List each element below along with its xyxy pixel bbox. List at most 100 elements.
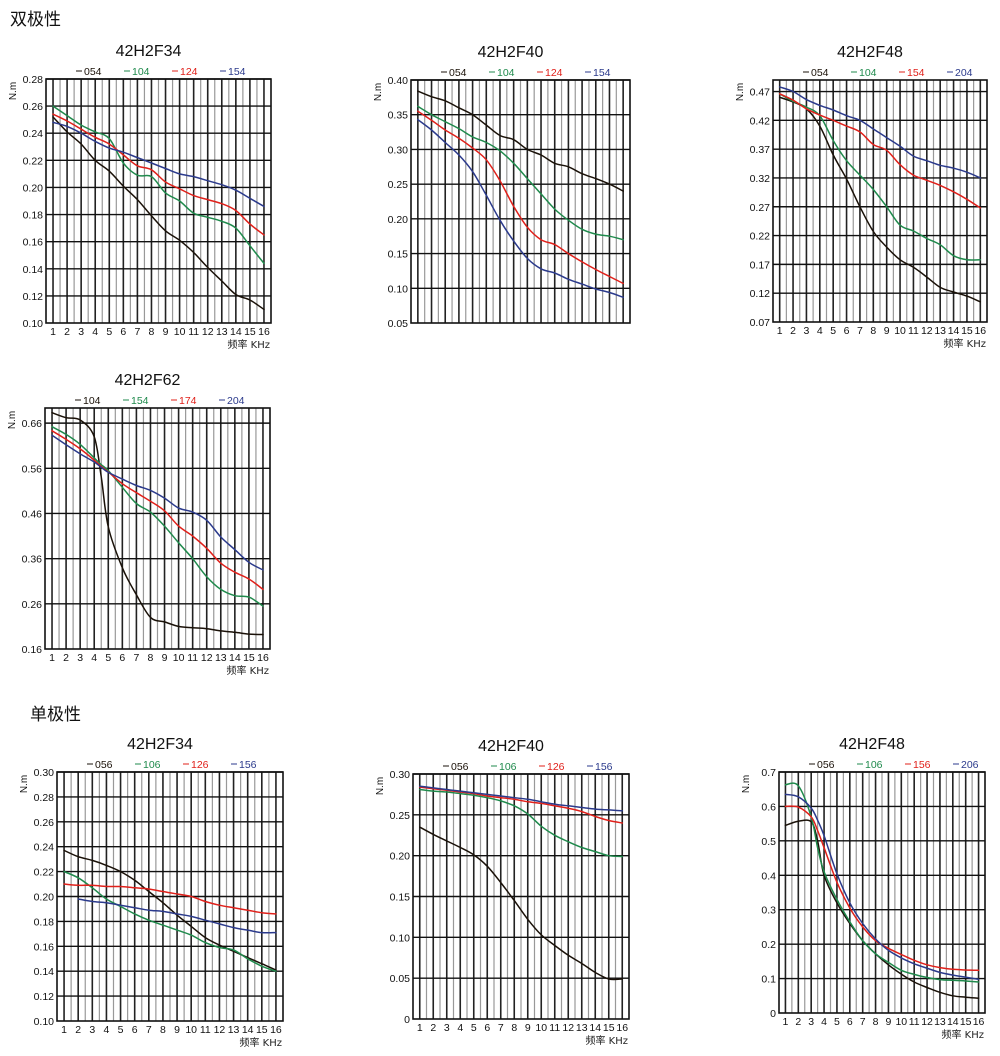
y-tick-label: 0.35: [388, 110, 409, 122]
y-tick-label: 0.22: [23, 155, 44, 167]
chart-title: 42H2F34: [116, 43, 182, 60]
x-tick-label: 2: [63, 652, 69, 664]
legend-item: 154: [123, 395, 149, 407]
x-axis-label: 频率 KHz: [585, 1034, 628, 1047]
y-tick-label: 0.6: [761, 801, 776, 813]
series-line-124: [417, 110, 624, 285]
y-tick-label: 0.18: [23, 210, 44, 222]
x-tick-label: 6: [132, 1024, 138, 1036]
legend-item: 204: [219, 395, 245, 407]
x-tick-label: 3: [808, 1016, 814, 1028]
legend-label: 104: [497, 67, 515, 79]
x-tick-label: 5: [830, 325, 836, 337]
y-tick-label: 0.17: [750, 259, 771, 271]
legend-item: 054: [441, 67, 467, 79]
legend-label: 204: [955, 67, 973, 79]
y-tick-label: 0.5: [761, 836, 776, 848]
x-tick-label: 16: [974, 325, 986, 337]
x-tick-label: 13: [216, 326, 228, 338]
x-tick-label: 16: [270, 1024, 282, 1036]
legend-item: 104: [489, 67, 515, 79]
legend-item: 154: [585, 67, 611, 79]
legend-item: 056: [87, 759, 113, 771]
legend-label: 156: [239, 759, 257, 771]
chart-title: 42H2F62: [115, 372, 181, 389]
x-tick-label: 11: [187, 652, 198, 664]
x-tick-label: 10: [535, 1022, 547, 1034]
plot-frame: [44, 407, 271, 650]
legend-item: 206: [953, 759, 979, 771]
y-tick-label: 0.25: [388, 179, 409, 191]
legend-item: 104: [124, 66, 150, 78]
legend-item: 054: [76, 66, 102, 78]
series-line-154: [417, 118, 624, 299]
series-line-156: [784, 805, 980, 972]
x-tick-label: 2: [795, 1016, 801, 1028]
section-title-unipolar: 单极性: [30, 705, 81, 725]
x-tick-label: 16: [616, 1022, 628, 1034]
x-tick-label: 1: [50, 326, 56, 338]
y-tick-label: 0.37: [750, 144, 771, 156]
x-tick-label: 13: [215, 652, 227, 664]
x-tick-label: 3: [804, 325, 810, 337]
x-tick-label: 14: [947, 1016, 959, 1028]
x-tick-label: 5: [106, 326, 112, 338]
x-tick-label: 4: [817, 325, 823, 337]
x-tick-label: 8: [870, 325, 876, 337]
series-group: [52, 105, 265, 311]
x-tick-label: 4: [821, 1016, 827, 1028]
grid: [773, 80, 987, 322]
y-tick-label: 0.14: [34, 966, 55, 978]
y-tick-label: 0: [770, 1008, 776, 1020]
legend: 054 104 124 154: [441, 67, 611, 79]
series-line-204: [51, 434, 264, 571]
x-tick-label: 3: [444, 1022, 450, 1034]
legend-item: 124: [537, 67, 563, 79]
chart-title: 42H2F48: [837, 44, 903, 61]
x-tick-label: 5: [118, 1024, 124, 1036]
series-line-154: [51, 425, 264, 607]
x-tick-label: 10: [173, 652, 185, 664]
chart-title: 42H2F40: [478, 44, 544, 61]
legend-label: 174: [179, 395, 197, 407]
legend-item: 104: [75, 395, 101, 407]
x-tick-label: 14: [229, 652, 241, 664]
x-tick-label: 9: [163, 326, 169, 338]
series-line-054: [778, 96, 982, 303]
x-tick-label: 6: [484, 1022, 490, 1034]
y-tick-label: 0.36: [22, 554, 43, 566]
legend-label: 056: [817, 759, 835, 771]
series-group: [419, 785, 624, 981]
x-tick-label: 9: [174, 1024, 180, 1036]
x-tick-label: 7: [146, 1024, 152, 1036]
y-tick-label: 0.30: [34, 767, 55, 779]
y-tick-label: 0.22: [34, 867, 55, 879]
plot-frame: [778, 771, 986, 1014]
y-tick-label: 0.20: [390, 851, 411, 863]
legend-item: 124: [172, 66, 198, 78]
legend-label: 204: [227, 395, 245, 407]
x-tick-label: 8: [148, 652, 154, 664]
legend-item: 156: [231, 759, 257, 771]
x-tick-label: 10: [174, 326, 186, 338]
legend-label: 056: [451, 761, 469, 773]
x-tick-label: 13: [576, 1022, 588, 1034]
x-tick-label: 4: [104, 1024, 110, 1036]
y-axis-label: N.m: [741, 775, 752, 793]
legend-item: 054: [803, 67, 829, 79]
x-tick-label: 9: [884, 325, 890, 337]
section-title-bipolar: 双极性: [10, 10, 61, 30]
series-line-204: [778, 86, 982, 179]
legend-item: 106: [857, 759, 883, 771]
series-line-104: [52, 105, 265, 265]
x-tick-label: 6: [119, 652, 125, 664]
y-tick-label: 0.26: [23, 101, 44, 113]
x-tick-label: 7: [133, 652, 139, 664]
y-tick-label: 0.28: [34, 792, 55, 804]
legend-item: 126: [539, 761, 565, 773]
legend-label: 156: [913, 759, 931, 771]
y-tick-label: 0.2: [761, 939, 776, 951]
series-group: [784, 782, 980, 999]
legend-item: 154: [220, 66, 246, 78]
x-tick-label: 11: [200, 1024, 211, 1036]
